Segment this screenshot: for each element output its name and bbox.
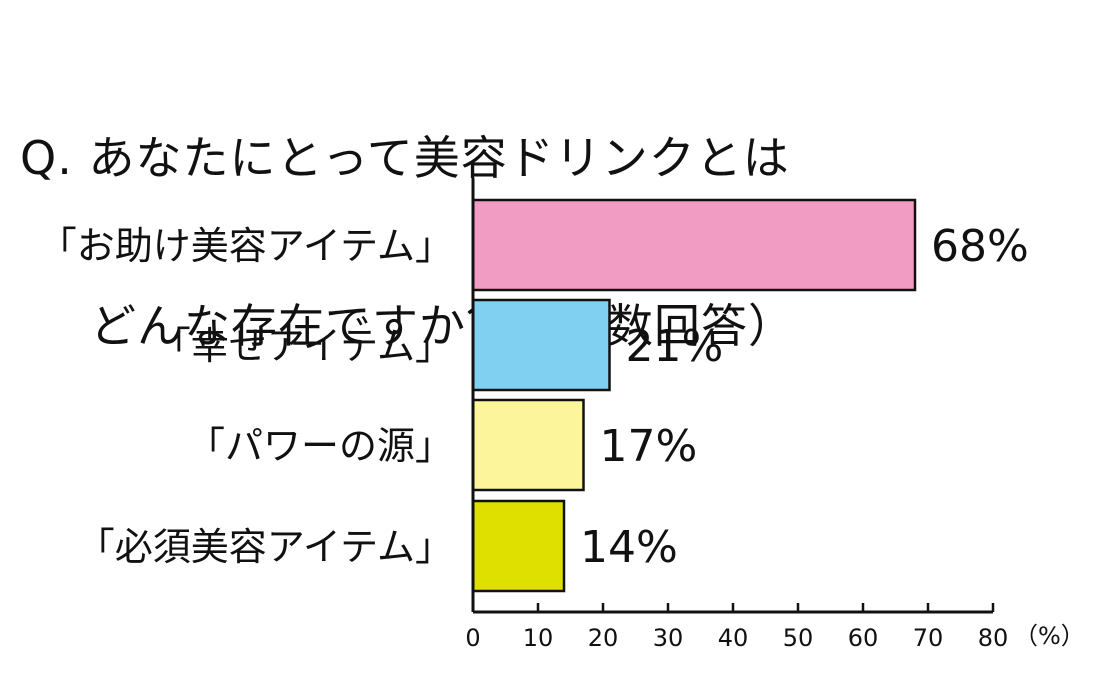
x-tick-label: 30 [653,624,684,652]
chart-title: Q. あなたにとって美容ドリンクとは どんな存在ですか？（複数回答） [20,18,795,410]
bar [471,198,917,292]
title-line-1: Q. あなたにとって美容ドリンクとは [20,131,790,185]
x-tick-label: 10 [523,624,554,652]
category-label: 「パワーの源」 [187,424,453,468]
category-label: 「必須美容アイテム」 [77,525,453,569]
category-label: 「幸せアイテム」 [153,324,453,368]
bar [471,398,585,492]
x-axis-unit-label: （%） [1014,622,1085,650]
value-label: 21% [626,321,724,372]
x-tick-label: 0 [465,624,480,652]
x-tick-label: 70 [913,624,944,652]
bar [471,499,566,593]
x-tick-label: 20 [588,624,619,652]
category-label: 「お助け美容アイテム」 [39,224,453,268]
value-label: 17% [600,421,698,472]
bar [471,298,611,392]
title-line-2: どんな存在ですか？（複数回答） [90,299,795,353]
value-label: 68% [931,221,1029,272]
x-tick-label: 50 [783,624,814,652]
value-label: 14% [580,522,678,573]
x-tick-label: 40 [718,624,749,652]
x-tick-label: 80 [978,624,1009,652]
x-tick-label: 60 [848,624,879,652]
